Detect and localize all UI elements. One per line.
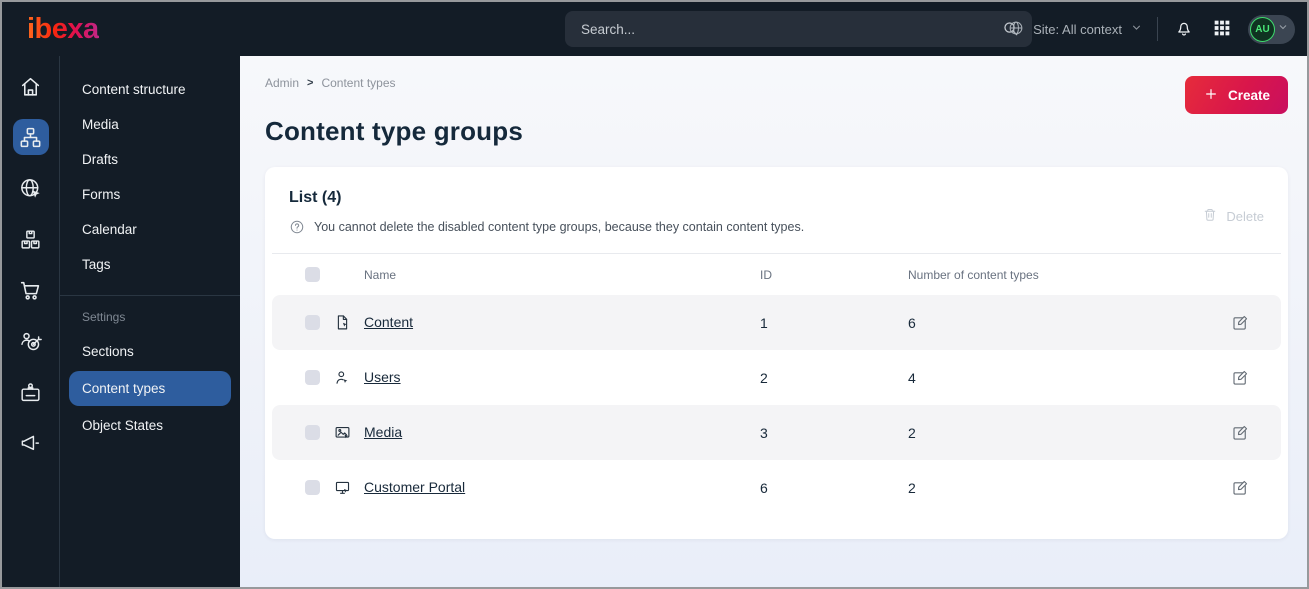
search-input[interactable] (565, 11, 1032, 47)
user-edit-icon (334, 369, 351, 386)
help-text: You cannot delete the disabled content t… (314, 220, 805, 234)
delete-button[interactable]: Delete (1202, 207, 1264, 226)
sidebar-item-content-structure[interactable]: Content structure (82, 82, 186, 97)
main-content: Admin > Content types Create Content typ… (240, 56, 1307, 587)
chevron-down-icon (1277, 20, 1289, 38)
topbar: ibexa Site: All context (2, 2, 1307, 56)
sidebar-item-object-states[interactable]: Object States (82, 418, 164, 433)
trash-icon (1202, 207, 1218, 226)
group-count: 2 (908, 479, 916, 496)
table-header-row: Name ID Number of content types (272, 253, 1281, 295)
global-search (565, 11, 1032, 47)
user-menu[interactable]: AU (1248, 14, 1295, 44)
breadcrumb-admin[interactable]: Admin (265, 76, 300, 90)
home-icon[interactable] (13, 68, 49, 104)
group-id: 2 (760, 369, 768, 386)
row-checkbox[interactable] (305, 425, 320, 440)
edit-button[interactable] (1231, 369, 1257, 387)
megaphone-icon[interactable] (13, 425, 49, 461)
group-id: 3 (760, 424, 768, 441)
breadcrumb-current: Content types (321, 76, 396, 90)
create-button[interactable]: Create (1184, 76, 1288, 114)
chevron-down-icon (1130, 21, 1143, 37)
col-header-count: Number of content types (908, 267, 1039, 282)
table-row: Users 2 4 (272, 350, 1281, 405)
col-header-name: Name (364, 267, 397, 282)
boxes-icon[interactable] (13, 221, 49, 257)
delete-button-label: Delete (1226, 209, 1264, 224)
globe-cursor-icon[interactable] (13, 170, 49, 206)
list-card: List (4) You cannot delete the disabled … (265, 167, 1288, 539)
group-count: 6 (908, 314, 916, 331)
group-name-link[interactable]: Media (364, 423, 403, 440)
sidebar-section-label: Settings (82, 310, 126, 324)
image-edit-icon (334, 424, 351, 441)
grid-icon (1212, 18, 1232, 41)
main-nav-rail (2, 56, 60, 587)
monitor-edit-icon (334, 479, 351, 496)
edit-button[interactable] (1231, 479, 1257, 497)
select-all-checkbox[interactable] (305, 267, 320, 282)
table-row: Content 1 6 (272, 295, 1281, 350)
sidebar-item-media[interactable]: Media (82, 117, 119, 132)
col-header-id: ID (760, 267, 772, 282)
sidebar-item-tags[interactable]: Tags (82, 257, 111, 272)
sitemap-icon[interactable] (12, 119, 49, 155)
notifications-button[interactable] (1172, 16, 1196, 43)
group-name-link[interactable]: Customer Portal (364, 478, 466, 495)
sidebar-item-drafts[interactable]: Drafts (82, 152, 119, 167)
plus-icon (1203, 86, 1219, 105)
page-title: Content type groups (265, 116, 524, 146)
sidebar-settings-section: Settings Sections Content types Object S… (60, 295, 240, 443)
sidebar-item-sections[interactable]: Sections (82, 344, 134, 359)
help-icon (289, 219, 305, 235)
row-checkbox[interactable] (305, 370, 320, 385)
topbar-controls: Site: All context AU (1007, 2, 1295, 56)
sidebar-item-forms[interactable]: Forms (82, 187, 121, 202)
globe-icon (1007, 19, 1025, 40)
cart-icon[interactable] (13, 272, 49, 308)
row-checkbox[interactable] (305, 480, 320, 495)
group-id: 1 (760, 314, 768, 331)
ibexa-logo[interactable]: ibexa (27, 13, 99, 45)
content-type-groups-table: Name ID Number of content types Content … (272, 253, 1281, 515)
sidebar-item-content-types[interactable]: Content types (69, 371, 231, 406)
create-button-label: Create (1227, 87, 1270, 103)
file-edit-icon (334, 314, 351, 331)
edit-button[interactable] (1231, 314, 1257, 332)
breadcrumb-separator: > (307, 77, 314, 89)
avatar: AU (1250, 16, 1275, 42)
row-checkbox[interactable] (305, 315, 320, 330)
site-context-label: Site: All context (1033, 21, 1122, 37)
breadcrumb: Admin > Content types (265, 76, 1288, 90)
group-count: 4 (908, 369, 916, 386)
badge-icon[interactable] (13, 374, 49, 410)
group-name-link[interactable]: Users (364, 368, 401, 385)
group-count: 2 (908, 424, 916, 441)
sidebar-item-calendar[interactable]: Calendar (82, 222, 137, 237)
table-row: Media 3 2 (272, 405, 1281, 460)
apps-grid-button[interactable] (1210, 16, 1234, 43)
group-name-link[interactable]: Content (364, 313, 414, 330)
topbar-divider (1157, 17, 1158, 41)
sidebar-menu: Content structure Media Drafts Forms Cal… (60, 56, 240, 587)
table-row: Customer Portal 6 2 (272, 460, 1281, 515)
bell-icon (1174, 18, 1194, 41)
list-title: List (4) (289, 189, 342, 206)
target-customer-icon[interactable] (13, 323, 49, 359)
group-id: 6 (760, 479, 768, 496)
site-context-selector[interactable]: Site: All context (1007, 19, 1143, 40)
edit-button[interactable] (1231, 424, 1257, 442)
